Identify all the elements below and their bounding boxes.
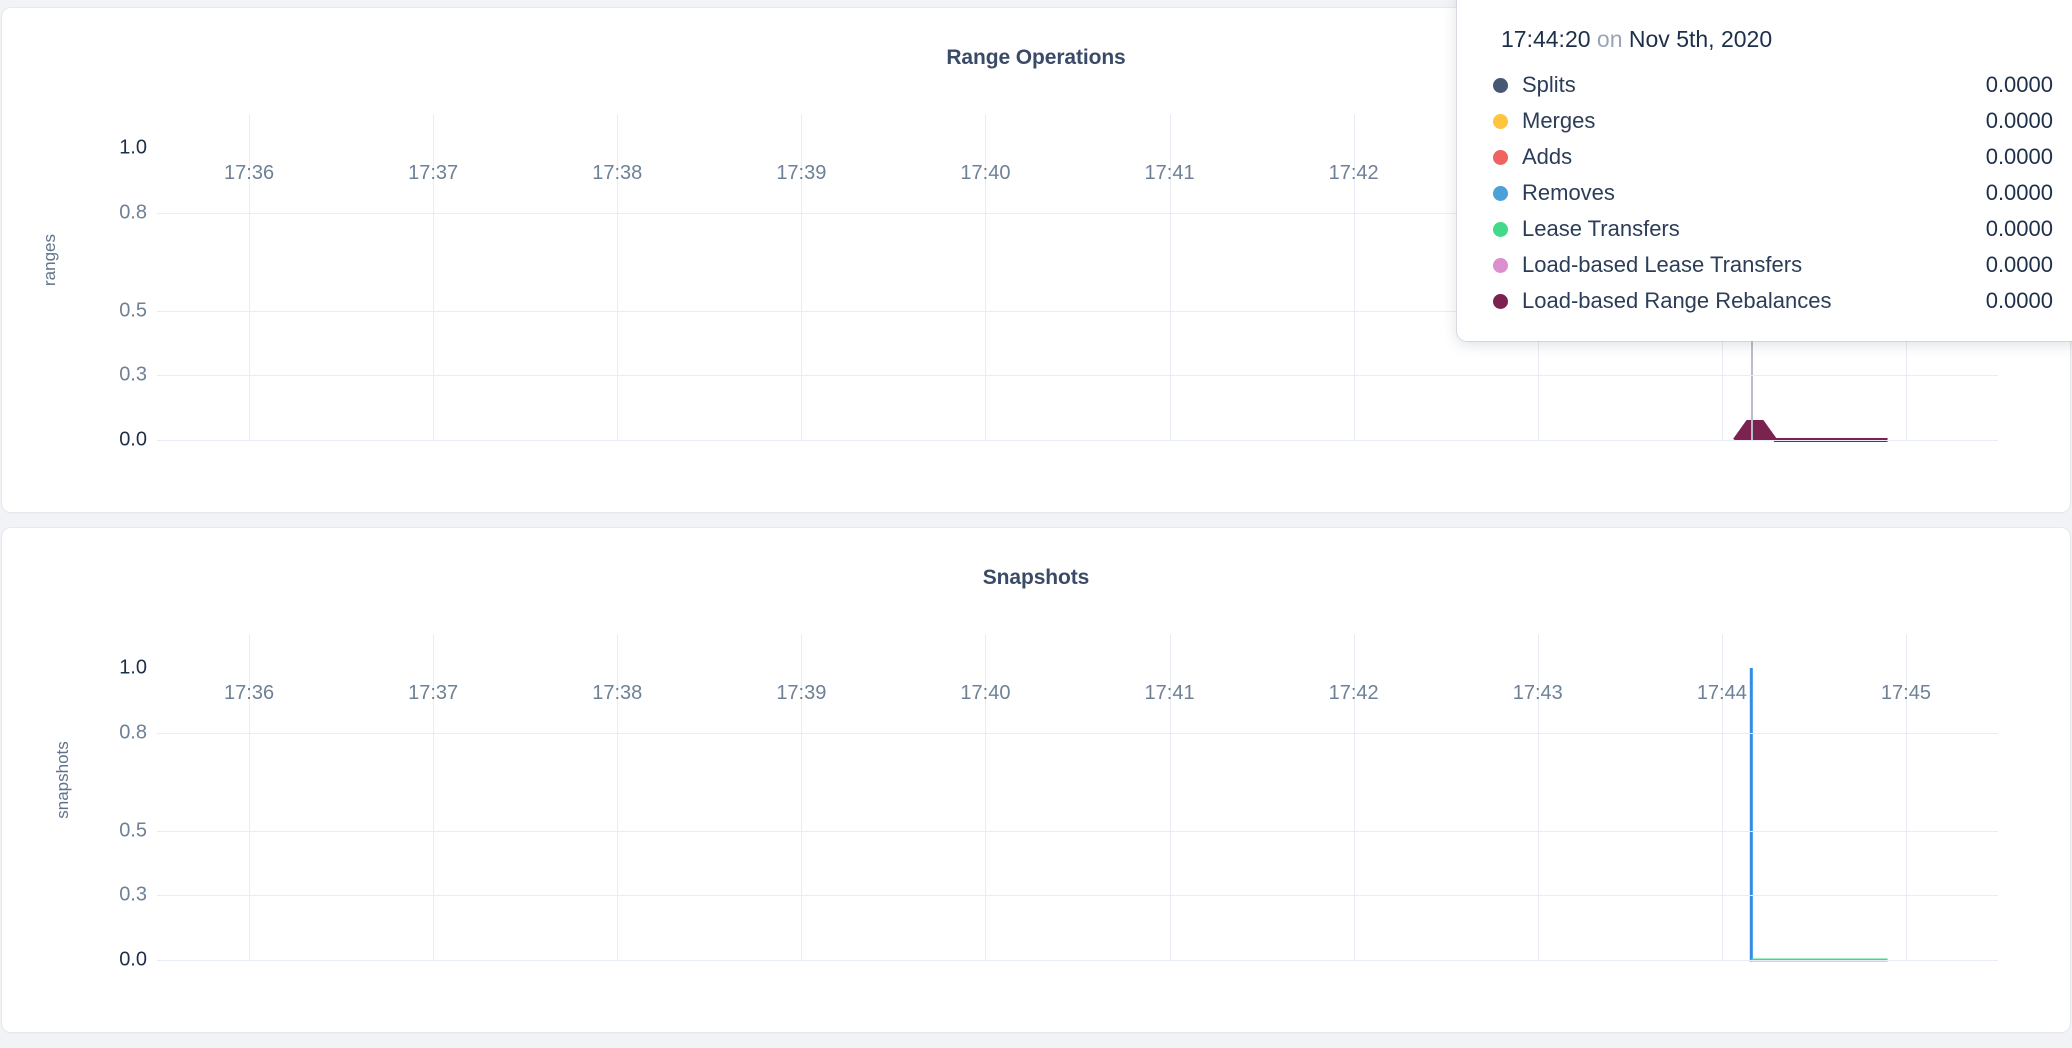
y-axis-tick: 0.8: [119, 201, 147, 224]
series-area-load-based-range-rebalances: [1734, 422, 1776, 440]
page-title-snapshots: Snapshots: [982, 566, 1090, 589]
horizontal-gridline: [157, 310, 1998, 312]
x-axis-tick: 17:41: [1144, 162, 1195, 184]
y-axis-label-ranges: ranges: [39, 234, 59, 286]
tooltip-on-word: on: [1596, 26, 1623, 52]
vertical-gridline: [249, 114, 251, 440]
tooltip-series-label: Lease Transfers: [1522, 216, 1680, 241]
tooltip-series-label: Merges: [1522, 108, 1596, 133]
tooltip-series-label: Removes: [1522, 180, 1615, 205]
vertical-gridline: [433, 634, 435, 960]
series-color-dot-icon: [1493, 149, 1508, 165]
vertical-gridline: [1537, 634, 1539, 960]
y-axis-tick: 0.5: [119, 299, 147, 322]
series-color-dot-icon: [1493, 185, 1508, 201]
x-axis-tick: 17:41: [1144, 682, 1195, 704]
series-color-dot-icon: [1493, 113, 1508, 129]
tooltip-row: Merges 0.0000: [1493, 103, 2053, 139]
vertical-gridline: [249, 634, 251, 960]
chart-tooltip: 17:44:20 on Nov 5th, 2020 Splits 0.0000 Me…: [1457, 0, 2072, 341]
x-axis-tick: 17:43: [1512, 682, 1563, 704]
tooltip-row: Load-based Lease Transfers 0.0000: [1493, 247, 2053, 283]
tooltip-row: Removes 0.0000: [1493, 175, 2053, 211]
y-axis-tick: 0.8: [119, 721, 147, 744]
tooltip-series-value: 0.0000: [1985, 216, 2053, 241]
tooltip-series-value: 0.0000: [1985, 180, 2053, 205]
vertical-gridline: [801, 634, 803, 960]
x-axis-tick: 17:39: [776, 162, 827, 184]
tooltip-series-value: 0.0000: [1985, 72, 2053, 97]
x-axis-tick: 17:38: [592, 682, 643, 704]
vertical-gridline: [617, 634, 619, 960]
graph-card-snapshots: Snapshots snapshots 1.0 0.8 0.5 0.3 0.0 17:36…: [2, 528, 2070, 1032]
series-color-dot-icon: [1493, 221, 1508, 237]
horizontal-gridline: [157, 213, 1998, 215]
tooltip-time: 17:44:20: [1501, 26, 1591, 52]
horizontal-gridline: [157, 960, 1998, 961]
x-axis-tick: 17:36: [224, 682, 275, 704]
tooltip-row: Lease Transfers 0.0000: [1493, 211, 2053, 247]
y-axis-tick: 0.0: [119, 948, 147, 971]
tooltip-date: Nov 5th, 2020: [1628, 26, 1773, 52]
tooltip-series-label: Adds: [1522, 144, 1573, 169]
x-axis-tick: 17:39: [776, 682, 827, 704]
series-color-dot-icon: [1493, 293, 1508, 309]
plot-area-snapshots[interactable]: 1.0 0.8 0.5 0.3 0.0 17:36 17:37 17:38 17:39 17:40…: [119, 634, 1998, 971]
vertical-gridline: [801, 114, 803, 440]
y-axis-tick: 0.3: [119, 883, 147, 906]
x-axis-tick: 17:44: [1696, 682, 1747, 704]
y-axis-tick: 0.5: [119, 819, 147, 842]
x-axis-tick: 17:40: [960, 682, 1011, 704]
plot-area-range-operations[interactable]: 1.0 0.8 0.5 0.3 0.0 17:36 17:37 17:38 17:39 17:40…: [119, 114, 1998, 451]
tooltip-series-label: Load-based Range Rebalances: [1522, 288, 1832, 313]
vertical-gridline: [1169, 634, 1171, 960]
vertical-gridline: [985, 634, 987, 960]
series-line-blue: [1751, 668, 1887, 960]
x-axis-tick: 17:42: [1328, 162, 1379, 184]
vertical-gridline: [1169, 114, 1171, 440]
horizontal-gridline: [157, 440, 1998, 441]
vertical-gridline: [433, 114, 435, 440]
x-axis-tick: 17:42: [1328, 682, 1379, 704]
x-axis-tick: 17:40: [960, 162, 1011, 184]
y-axis-tick: 0.0: [119, 428, 147, 451]
tooltip-rows: Splits 0.0000 Merges 0.0000 Adds 0.0000 Remove…: [1457, 67, 2072, 319]
vertical-gridline: [1353, 114, 1355, 440]
vertical-gridline: [985, 114, 987, 440]
tooltip-row: Load-based Range Rebalances 0.0000: [1493, 283, 2053, 319]
series-color-dot-icon: [1493, 257, 1508, 273]
tooltip-row: Adds 0.0000: [1493, 139, 2053, 175]
y-axis-tick: 1.0: [119, 656, 147, 679]
horizontal-gridline: [157, 830, 1998, 832]
series-color-dot-icon: [1493, 77, 1508, 93]
tooltip-row: Splits 0.0000: [1493, 67, 2053, 103]
tooltip-series-value: 0.0000: [1985, 108, 2053, 133]
tooltip-series-value: 0.0000: [1985, 144, 2053, 169]
tooltip-series-value: 0.0000: [1985, 252, 2053, 277]
x-axis-tick: 17:37: [408, 162, 459, 184]
horizontal-gridline: [157, 375, 1998, 377]
vertical-gridline: [617, 114, 619, 440]
x-axis-tick: 17:38: [592, 162, 643, 184]
x-axis-tick: 17:37: [408, 682, 459, 704]
vertical-gridline: [1905, 634, 1907, 960]
y-axis-tick: 0.3: [119, 363, 147, 386]
tooltip-series-label: Load-based Lease Transfers: [1522, 252, 1803, 277]
horizontal-gridline: [157, 895, 1998, 897]
tooltip-series-label: Splits: [1522, 72, 1576, 97]
tooltip-series-value: 0.0000: [1985, 288, 2053, 313]
y-axis-label-snapshots: snapshots: [52, 741, 72, 819]
y-axis-tick: 1.0: [119, 136, 147, 159]
page-title-range-operations: Range Operations: [946, 46, 1126, 69]
x-axis-tick: 17:36: [224, 162, 275, 184]
vertical-gridline: [1353, 634, 1355, 960]
horizontal-gridline: [157, 733, 1998, 735]
tooltip-header: 17:44:20 on Nov 5th, 2020: [1457, 26, 2072, 53]
x-axis-tick: 17:45: [1880, 682, 1931, 704]
vertical-gridline: [1721, 634, 1723, 960]
